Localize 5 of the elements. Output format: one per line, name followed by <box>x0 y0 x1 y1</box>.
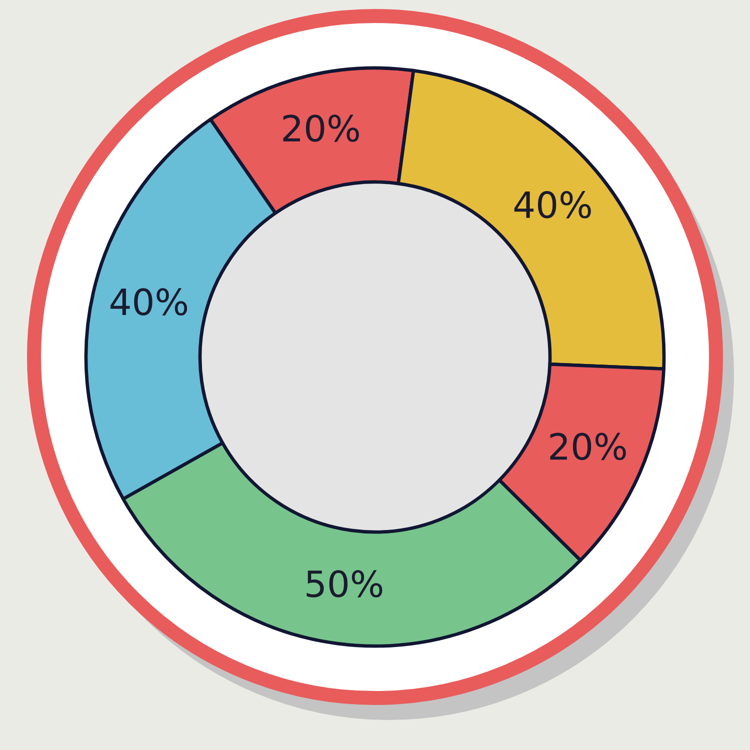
data-label: 20% <box>283 114 359 142</box>
data-label: 50% <box>306 570 382 598</box>
data-label: 20% <box>550 432 626 460</box>
data-label: 40% <box>110 288 188 316</box>
data-label: 40% <box>514 191 591 218</box>
